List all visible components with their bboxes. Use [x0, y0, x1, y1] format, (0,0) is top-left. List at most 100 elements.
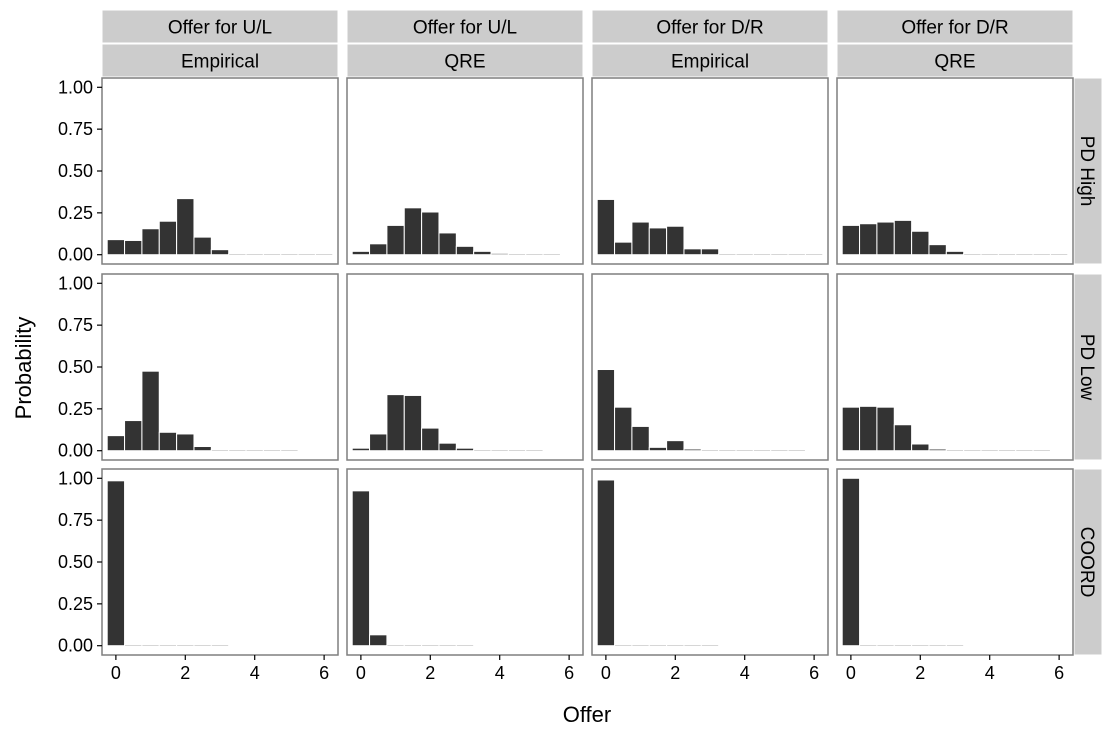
x-tick-label: 4	[250, 663, 260, 683]
bar	[997, 449, 1017, 452]
bar	[893, 424, 913, 452]
bar	[876, 221, 895, 256]
x-tick-label: 6	[809, 663, 819, 683]
column-strip-box	[591, 43, 829, 78]
x-tick-label: 2	[670, 663, 680, 683]
x-tick-label: 4	[495, 663, 505, 683]
bar	[158, 220, 178, 256]
bar	[525, 253, 544, 256]
bar	[631, 425, 650, 452]
bar	[683, 248, 702, 256]
bar	[735, 253, 754, 256]
panel-frame	[346, 468, 584, 656]
bar	[193, 446, 212, 452]
column-strip-label-top: Offer for U/L	[413, 18, 517, 39]
bar	[841, 406, 861, 452]
bar	[631, 644, 650, 647]
bar	[648, 446, 668, 452]
bar	[1015, 449, 1034, 452]
bar	[614, 241, 633, 256]
bar	[997, 253, 1017, 256]
row-strip-box	[1073, 468, 1102, 656]
row-strip-box	[1073, 77, 1102, 265]
bar	[158, 644, 178, 647]
bar	[770, 449, 789, 452]
bar	[648, 644, 668, 647]
strips-layer: Offer for U/L Empirical Offer for U/L QRE Of…	[101, 9, 1102, 656]
bar	[963, 253, 982, 256]
bar	[228, 253, 247, 256]
bar	[928, 644, 947, 647]
bar	[666, 644, 685, 647]
bar	[859, 405, 878, 452]
column-strip-box	[591, 9, 829, 44]
bar	[980, 449, 999, 452]
y-tick-label: 0.00	[58, 441, 93, 461]
bar	[124, 239, 143, 256]
x-tick-label: 6	[319, 663, 329, 683]
bar	[1032, 449, 1051, 452]
bar	[666, 440, 685, 452]
column-strip-label-top: Offer for D/R	[656, 18, 763, 39]
bar	[106, 435, 126, 452]
bar	[893, 644, 913, 647]
bar	[596, 198, 616, 256]
column-strip-box	[346, 43, 584, 78]
column-strip-box	[101, 9, 339, 44]
bar	[614, 644, 633, 647]
row-strip-label: COORD	[1076, 527, 1097, 598]
bar	[297, 253, 316, 256]
y-tick-label: 0.75	[58, 510, 93, 530]
column-strip-label-bottom: Empirical	[181, 52, 259, 73]
bar	[369, 243, 388, 256]
bar	[507, 253, 527, 256]
bar	[614, 406, 633, 452]
x-tick-label: 2	[915, 663, 925, 683]
bar	[841, 477, 861, 647]
panel-frame	[346, 77, 584, 265]
bar	[176, 198, 195, 256]
bar	[859, 223, 878, 256]
column-strip-label-top: Offer for U/L	[168, 18, 272, 39]
bar	[455, 644, 475, 647]
bar	[700, 644, 720, 647]
panel-frame	[591, 77, 829, 265]
bar	[911, 644, 930, 647]
bar	[421, 644, 440, 647]
y-tick-label: 0.25	[58, 399, 93, 419]
bar	[403, 394, 423, 452]
bar	[911, 443, 930, 452]
bar	[455, 447, 475, 452]
bar	[421, 211, 440, 256]
bar	[542, 253, 561, 256]
bar	[525, 449, 544, 452]
y-tick-label: 0.50	[58, 357, 93, 377]
bar	[980, 253, 999, 256]
bar	[455, 245, 475, 256]
bar	[210, 644, 230, 647]
bar	[1049, 253, 1069, 256]
panel-frame	[836, 468, 1074, 656]
bar	[438, 644, 457, 647]
panel-frame	[101, 468, 339, 656]
bar	[787, 253, 806, 256]
bar	[718, 449, 737, 452]
row-strip-box	[1073, 273, 1102, 461]
bar	[210, 249, 230, 256]
bar	[176, 433, 195, 452]
y-axis-title: Probability	[11, 317, 36, 420]
bar	[804, 253, 824, 256]
bar	[596, 369, 616, 452]
bar	[124, 644, 143, 647]
bar	[245, 253, 264, 256]
bar	[141, 228, 160, 256]
bar	[1032, 253, 1051, 256]
bar	[928, 244, 947, 256]
y-tick-label: 0.75	[58, 119, 93, 139]
bar	[752, 253, 772, 256]
axes-layer: 0.00 0.25 0.50 0.75 1.00 0.00 0.25 0.50 0.75 1.00…	[58, 77, 1064, 683]
bar	[438, 442, 457, 452]
panel-frame	[346, 273, 584, 461]
bar	[106, 480, 126, 647]
